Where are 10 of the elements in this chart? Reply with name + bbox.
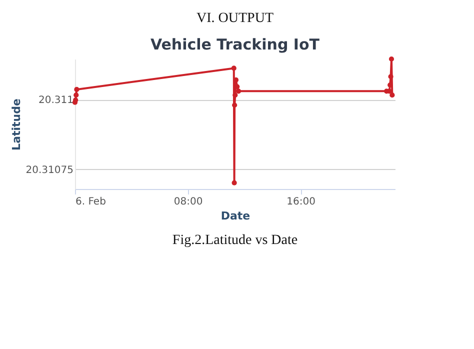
y-tick-label: 20.311 xyxy=(38,95,74,106)
y-axis-title: Latitude xyxy=(10,98,23,150)
y-tick-label: 20.31075 xyxy=(26,164,74,176)
text: VI. OUTPUT xyxy=(196,11,274,26)
x-tick-label: 08:00 xyxy=(174,196,203,208)
x-tick-label: 6. Feb xyxy=(76,196,106,208)
x-tick-label: 16:00 xyxy=(286,196,316,208)
chart-title: Vehicle Tracking IoT xyxy=(150,35,320,54)
x-axis-title: Date xyxy=(220,210,250,222)
caption: Fig.2.Latitude vs Date xyxy=(172,233,298,248)
